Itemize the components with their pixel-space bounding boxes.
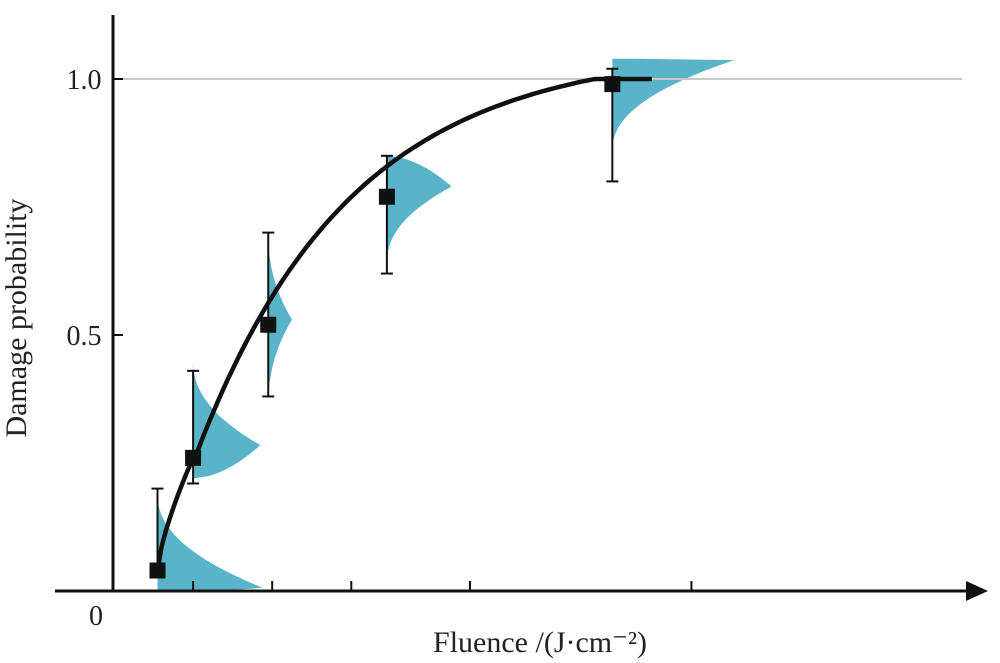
data-point-marker xyxy=(185,449,202,466)
distribution-shape xyxy=(612,58,735,151)
x-axis-arrowhead xyxy=(966,581,988,601)
fit-curve xyxy=(155,76,652,571)
distribution-shapes xyxy=(157,58,735,591)
distribution-shape xyxy=(386,155,452,264)
y-tick-label: 1.0 xyxy=(67,65,102,96)
y-ticks: 0.5 1.0 xyxy=(67,65,123,352)
distribution-shape xyxy=(193,360,261,479)
y-axis-label: Damage probability xyxy=(0,198,33,437)
origin-label: 0 xyxy=(89,601,103,632)
x-axis-label: Fluence /(J·cm⁻²) xyxy=(433,626,647,659)
data-point-marker xyxy=(149,562,166,579)
axes: 0.5 1.0 xyxy=(55,15,988,601)
distribution-shape xyxy=(268,232,292,407)
y-tick-label: 0.5 xyxy=(67,321,102,352)
x-ticks xyxy=(192,581,693,591)
data-point-marker xyxy=(260,316,277,333)
data-point-marker xyxy=(378,188,395,205)
distribution-shape xyxy=(157,493,263,591)
data-point-marker xyxy=(604,76,621,93)
data-points xyxy=(149,67,621,579)
